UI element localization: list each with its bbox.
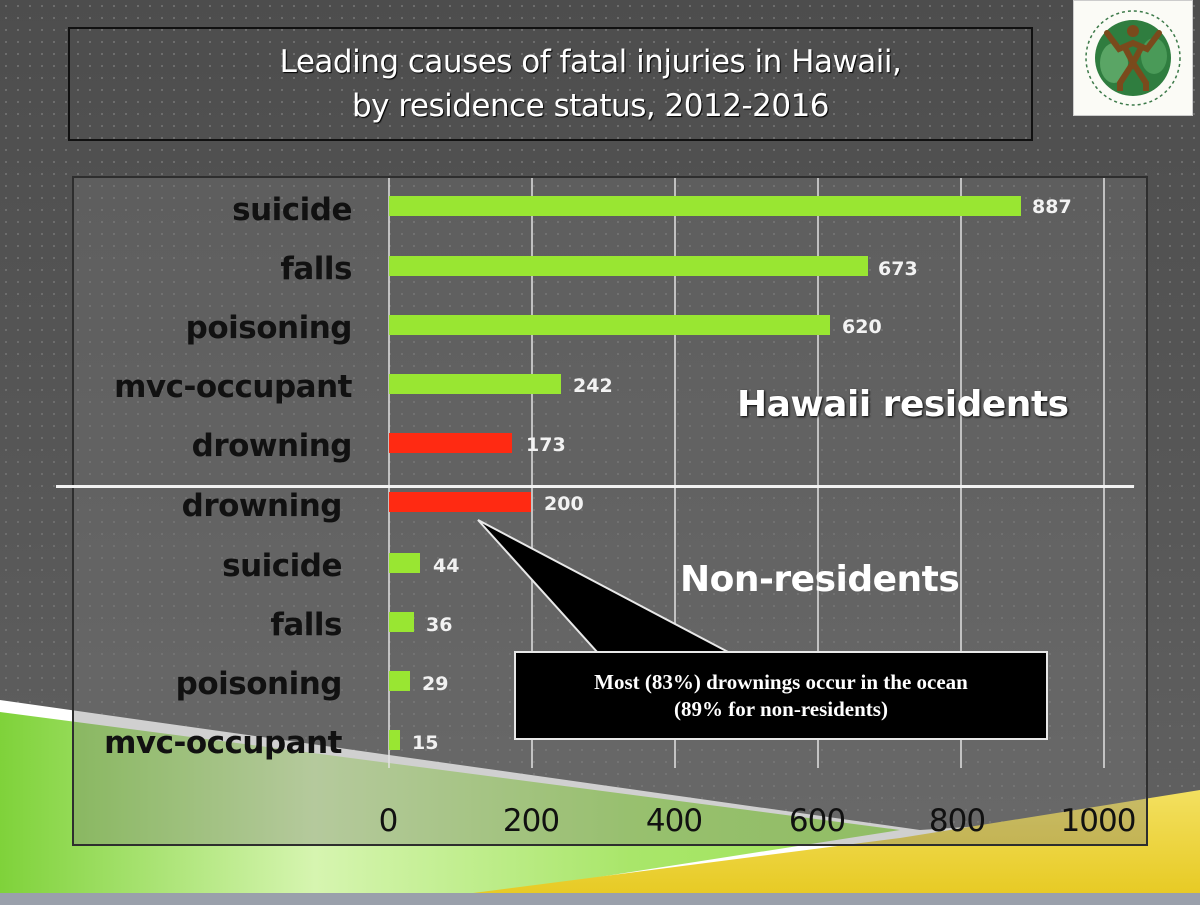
health-seal-icon [1085,10,1181,106]
value-label: 200 [544,493,584,515]
bar-nonresidents-poisoning [389,671,410,691]
bar-nonresidents-falls [389,612,414,632]
bar-nonresidents-mvc-occupant [389,730,400,750]
gridline-400 [674,178,676,768]
value-label: 620 [842,316,882,338]
x-tick-label: 800 [928,803,986,839]
value-label: 173 [526,434,566,456]
slide-title: Leading causes of fatal injuries in Hawa… [68,27,1033,141]
callout-annotation: Most (83%) drownings occur in the ocean … [514,651,1048,740]
x-tick-label: 1000 [1060,803,1137,839]
value-label: 44 [433,555,460,577]
category-label: mvc-occupant [104,725,342,761]
value-label: 242 [573,375,613,397]
category-label: poisoning [175,666,343,702]
value-label: 887 [1032,196,1072,218]
department-of-health-logo [1073,0,1193,116]
category-label: mvc-occupant [114,369,352,405]
bar-nonresidents-drowning [389,492,531,512]
x-tick-label: 0 [378,803,399,839]
gridline-1000 [1103,178,1105,768]
gridline-200 [531,178,533,768]
x-tick-label: 200 [502,803,560,839]
category-label: drowning [191,428,353,464]
gridline-600 [817,178,819,768]
category-label: drowning [181,488,343,524]
bar-nonresidents-suicide [389,553,420,573]
title-line-2: by residence status, 2012-2016 [351,88,830,124]
bar-residents-suicide [389,196,1021,216]
value-label: 673 [878,258,918,280]
value-label: 15 [412,732,439,754]
title-line-1: Leading causes of fatal injuries in Hawa… [279,44,902,80]
callout-line-2: (89% for non-residents) [674,696,888,721]
x-tick-label: 600 [788,803,846,839]
group-label-nonresidents: Non-residents [680,559,960,600]
gridline-800 [960,178,962,768]
callout-line-1: Most (83%) drownings occur in the ocean [594,669,968,694]
bar-residents-falls [389,256,868,276]
x-tick-label: 400 [645,803,703,839]
bar-residents-drowning [389,433,512,453]
bar-residents-mvc-occupant [389,374,561,394]
group-divider [56,485,1134,488]
bar-residents-poisoning [389,315,830,335]
category-label: suicide [232,192,352,228]
group-label-residents: Hawaii residents [737,384,1069,425]
bottom-strip [0,893,1200,905]
category-label: falls [280,251,352,287]
gridline-0 [388,178,390,768]
category-label: poisoning [185,310,353,346]
value-label: 36 [426,614,453,636]
category-label: suicide [222,548,342,584]
category-label: falls [270,607,342,643]
value-label: 29 [422,673,449,695]
